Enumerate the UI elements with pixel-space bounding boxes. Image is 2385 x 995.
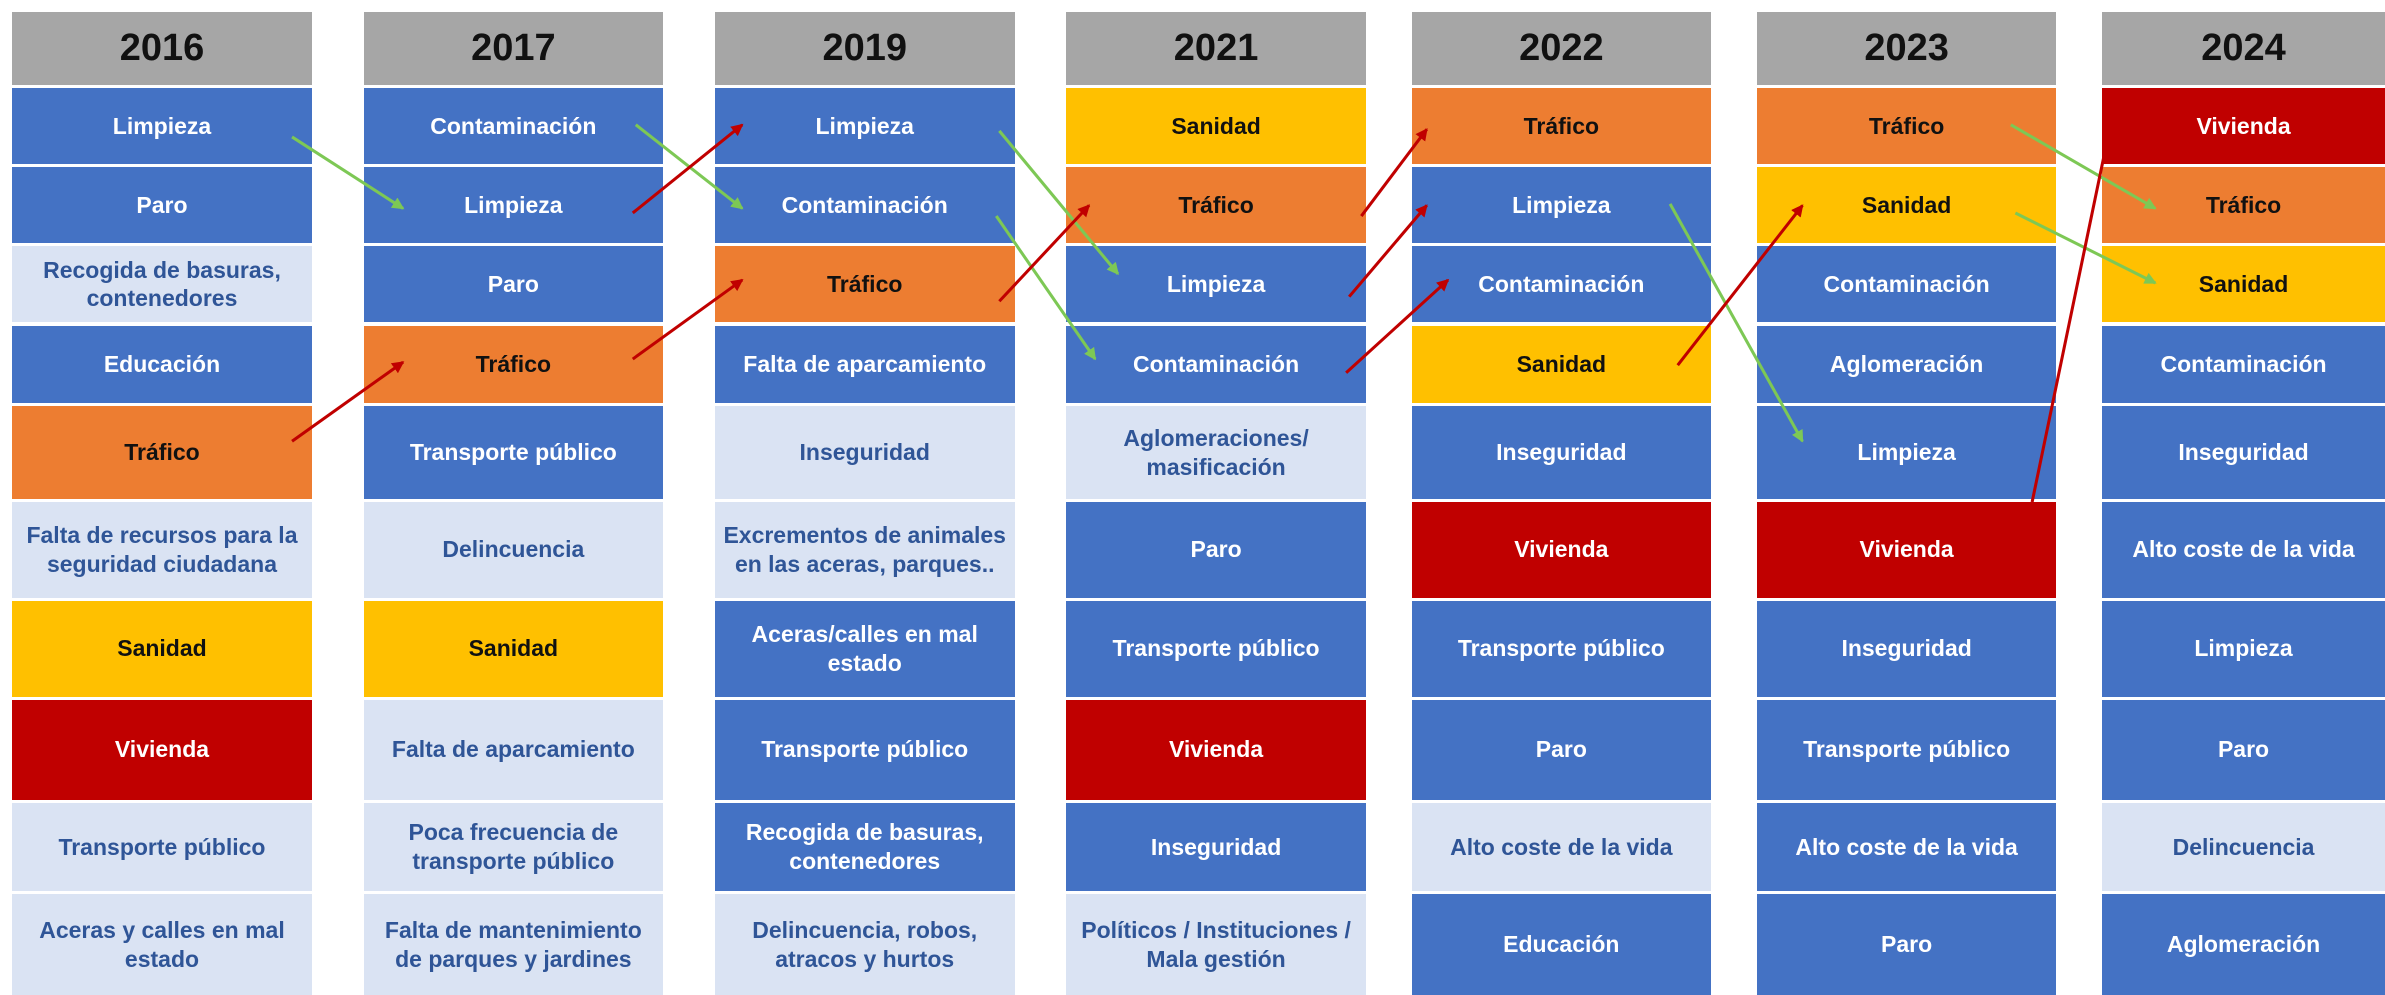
year-header: 2023 [1756, 12, 2057, 86]
issue-cell: Tráfico [714, 246, 1015, 323]
issue-cell: Paro [1066, 501, 1366, 598]
issue-cell: Tráfico [1411, 88, 1712, 165]
issue-cell: Limpieza [12, 88, 312, 165]
issue-cell: Aceras y calles en mal estado [12, 894, 312, 995]
issue-cell: Transporte público [12, 803, 312, 892]
year-header: 2022 [1411, 12, 1712, 86]
issue-cell: Contaminación [714, 167, 1015, 244]
issue-cell: Aglomeración [2102, 894, 2385, 995]
issue-cell: Paro [12, 167, 312, 244]
issue-cell: Delincuencia, robos, atracos y hurtos [714, 894, 1015, 995]
issue-cell: Falta de aparcamiento [363, 699, 664, 801]
issue-cell: Vivienda [2102, 88, 2385, 165]
issue-cell: Alto coste de la vida [2102, 501, 2385, 598]
issue-cell: Limpieza [363, 167, 664, 244]
issue-cell: Tráfico [1066, 167, 1366, 244]
issue-cell: Tráfico [12, 406, 312, 499]
issue-cell: Inseguridad [1411, 406, 1712, 499]
issue-cell: Transporte público [1066, 600, 1366, 697]
year-header: 2019 [714, 12, 1015, 86]
issue-cell: Tráfico [2102, 167, 2385, 244]
year-header: 2021 [1066, 12, 1366, 86]
year-header: 2024 [2102, 12, 2385, 86]
issue-cell: Recogida de basuras, contenedores [714, 803, 1015, 892]
issue-cell: Contaminación [363, 88, 664, 165]
issue-cell: Contaminación [2102, 325, 2385, 404]
issue-cell: Falta de recursos para la seguridad ciud… [12, 501, 312, 598]
issue-cell: Inseguridad [1756, 600, 2057, 697]
issue-cell: Vivienda [1066, 699, 1366, 801]
issue-cell: Transporte público [714, 699, 1015, 801]
issue-cell: Aceras/calles en mal estado [714, 600, 1015, 697]
issue-cell: Tráfico [1756, 88, 2057, 165]
issue-cell: Limpieza [1411, 167, 1712, 244]
issue-cell: Inseguridad [1066, 803, 1366, 892]
issue-cell: Alto coste de la vida [1411, 803, 1712, 892]
issue-cell: Sanidad [363, 600, 664, 697]
year-header: 2016 [12, 12, 312, 86]
issue-cell: Transporte público [1756, 699, 2057, 801]
year-header: 2017 [363, 12, 664, 86]
issue-cell: Alto coste de la vida [1756, 803, 2057, 892]
issue-cell: Vivienda [1411, 501, 1712, 598]
issue-cell: Delincuencia [2102, 803, 2385, 892]
issue-cell: Vivienda [12, 699, 312, 801]
issue-cell: Poca frecuencia de transporte público [363, 803, 664, 892]
issue-cell: Paro [1411, 699, 1712, 801]
issue-cell: Sanidad [1411, 325, 1712, 404]
issue-cell: Recogida de basuras, contenedores [12, 246, 312, 323]
issue-cell: Contaminación [1066, 325, 1366, 404]
issue-cell: Aglomeraciones/ masificación [1066, 406, 1366, 499]
issue-cell: Paro [2102, 699, 2385, 801]
issue-cell: Limpieza [1756, 406, 2057, 499]
issue-cell: Sanidad [2102, 246, 2385, 323]
issue-cell: Sanidad [1756, 167, 2057, 244]
issue-cell: Aglomeración [1756, 325, 2057, 404]
issue-cell: Paro [1756, 894, 2057, 995]
issue-cell: Limpieza [2102, 600, 2385, 697]
issue-cell: Transporte público [1411, 600, 1712, 697]
issue-cell: Transporte público [363, 406, 664, 499]
issue-cell: Limpieza [714, 88, 1015, 165]
issue-cell: Limpieza [1066, 246, 1366, 323]
issue-cell: Educación [1411, 894, 1712, 995]
issue-cell: Contaminación [1756, 246, 2057, 323]
issue-cell: Inseguridad [2102, 406, 2385, 499]
issue-cell: Inseguridad [714, 406, 1015, 499]
issue-cell: Excrementos de animales en las aceras, p… [714, 501, 1015, 598]
issue-cell: Falta de aparcamiento [714, 325, 1015, 404]
issue-cell: Políticos / Instituciones / Mala gestión [1066, 894, 1366, 995]
issue-cell: Vivienda [1756, 501, 2057, 598]
issue-cell: Tráfico [363, 325, 664, 404]
issue-cell: Sanidad [12, 600, 312, 697]
issue-cell: Delincuencia [363, 501, 664, 598]
issue-cell: Sanidad [1066, 88, 1366, 165]
issue-cell: Paro [363, 246, 664, 323]
issue-cell: Falta de mantenimiento de parques y jard… [363, 894, 664, 995]
issue-cell: Contaminación [1411, 246, 1712, 323]
issue-cell: Educación [12, 325, 312, 404]
